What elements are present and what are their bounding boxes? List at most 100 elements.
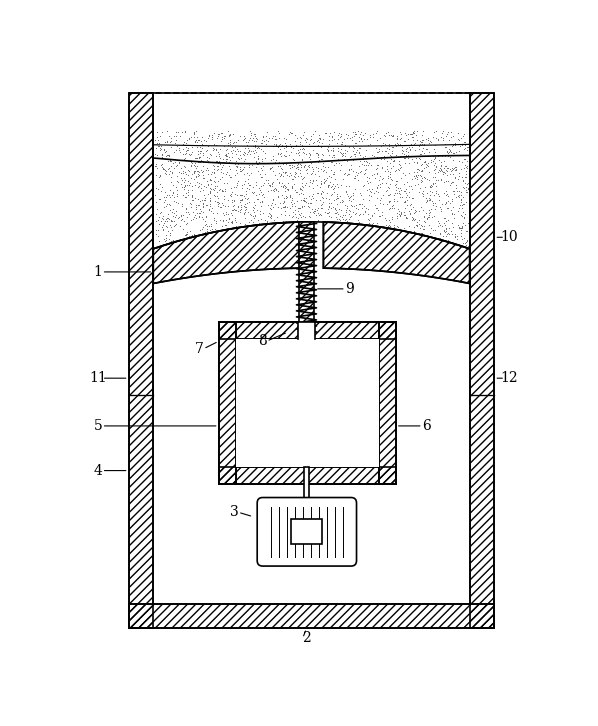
Point	[160, 163, 170, 175]
Point	[417, 176, 426, 188]
Point	[365, 129, 374, 140]
Point	[280, 202, 289, 213]
Point	[193, 194, 203, 205]
Point	[231, 216, 241, 228]
Point	[159, 191, 169, 203]
Text: 7: 7	[195, 342, 204, 356]
Point	[178, 189, 188, 201]
Point	[242, 168, 252, 179]
Point	[184, 132, 194, 144]
Point	[230, 195, 239, 207]
Point	[210, 223, 219, 234]
Point	[416, 139, 425, 150]
Point	[290, 205, 300, 216]
Point	[218, 160, 227, 171]
Point	[321, 161, 330, 173]
Point	[350, 150, 360, 161]
Point	[256, 171, 266, 183]
Point	[324, 182, 333, 193]
Point	[191, 209, 200, 221]
Point	[412, 174, 422, 185]
Point	[377, 145, 387, 157]
Text: 4: 4	[93, 464, 102, 478]
Point	[361, 155, 371, 167]
Point	[181, 166, 190, 178]
Point	[447, 217, 457, 229]
Point	[224, 151, 234, 163]
Point	[441, 226, 450, 237]
Point	[433, 134, 443, 145]
Point	[179, 136, 189, 147]
Point	[447, 228, 457, 240]
Point	[198, 206, 208, 218]
Point	[251, 140, 260, 152]
Point	[310, 203, 319, 215]
Point	[402, 211, 411, 222]
Point	[212, 196, 222, 208]
Point	[160, 217, 169, 229]
Point	[250, 144, 260, 156]
Point	[441, 230, 451, 242]
Point	[312, 174, 321, 186]
Point	[293, 158, 303, 170]
Point	[397, 144, 407, 156]
Point	[293, 205, 303, 216]
Bar	[236, 339, 379, 467]
Point	[219, 209, 229, 221]
Point	[423, 143, 432, 155]
Point	[233, 200, 243, 212]
Point	[372, 162, 382, 174]
Point	[190, 136, 199, 147]
Point	[227, 152, 237, 163]
Point	[162, 212, 172, 224]
Point	[266, 210, 275, 221]
Point	[340, 168, 350, 179]
Point	[239, 178, 249, 189]
Point	[177, 213, 187, 224]
Point	[287, 182, 297, 193]
Point	[414, 140, 423, 152]
Point	[157, 143, 166, 155]
Point	[211, 155, 221, 166]
Point	[316, 153, 326, 165]
Point	[355, 150, 365, 161]
Point	[306, 168, 316, 180]
Point	[292, 187, 301, 198]
Point	[157, 151, 167, 163]
Point	[433, 134, 443, 145]
Point	[180, 174, 190, 186]
Point	[163, 136, 172, 148]
Point	[385, 188, 395, 200]
Point	[230, 136, 239, 147]
Point	[350, 172, 359, 184]
Point	[169, 221, 179, 232]
Point	[386, 153, 396, 165]
Point	[405, 129, 415, 140]
Point	[296, 187, 306, 199]
Point	[179, 172, 189, 184]
Point	[209, 166, 219, 178]
Point	[197, 131, 207, 143]
Point	[410, 139, 419, 150]
Point	[373, 182, 382, 193]
Point	[384, 203, 393, 215]
Point	[252, 134, 262, 145]
Point	[183, 169, 193, 181]
Point	[205, 130, 214, 142]
Point	[462, 237, 471, 248]
Point	[321, 192, 331, 204]
Point	[370, 168, 379, 180]
Point	[166, 229, 175, 240]
Point	[454, 203, 463, 214]
Point	[422, 213, 431, 225]
Point	[391, 182, 401, 193]
Point	[243, 206, 252, 218]
Point	[301, 132, 311, 144]
Point	[172, 131, 181, 142]
Point	[254, 188, 264, 200]
Point	[190, 160, 200, 172]
Point	[332, 198, 342, 210]
Point	[300, 160, 310, 171]
Point	[202, 223, 212, 234]
Point	[367, 211, 377, 222]
